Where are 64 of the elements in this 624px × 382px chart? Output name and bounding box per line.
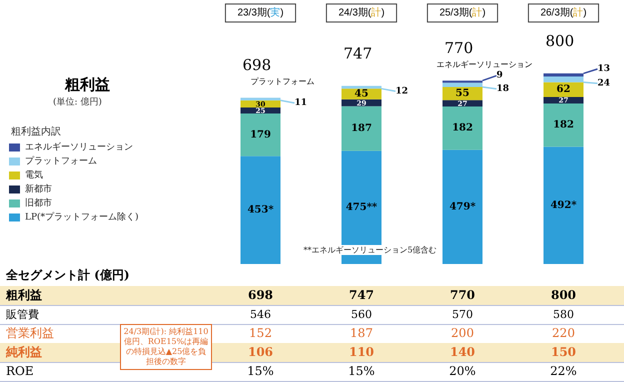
text: 770	[450, 288, 476, 303]
text: 110	[348, 345, 374, 360]
text: 純利益	[6, 345, 42, 360]
data-label: 45	[354, 88, 368, 100]
x-tick-label: 26/3期(計)	[540, 6, 587, 18]
legend-title: 粗利益内訳	[11, 126, 61, 138]
text: 全セグメント計 (億円)	[6, 268, 130, 283]
text: 150	[550, 345, 576, 360]
legend-label: 電気	[25, 170, 43, 180]
total-label: 698	[242, 56, 272, 74]
data-label: 179	[250, 129, 271, 140]
data-label: 453*	[247, 204, 274, 216]
text: 187	[350, 326, 373, 341]
x-tick-label: 25/3期(計)	[439, 6, 486, 18]
text: 22%	[550, 364, 577, 379]
legend-label: プラットフォーム	[25, 156, 97, 166]
data-label: 13	[598, 64, 610, 74]
text: 15%	[247, 364, 274, 379]
total-label: 747	[344, 44, 372, 62]
text: 152	[249, 326, 272, 341]
text: プラットフォーム	[250, 77, 314, 86]
text: 20%	[449, 364, 476, 379]
text: 200	[451, 326, 474, 341]
data-label: 18	[496, 84, 510, 94]
text: 698	[248, 288, 274, 303]
data-label: 24	[598, 78, 610, 88]
data-label: 187	[351, 123, 372, 134]
text: 24/3期(計): 純利益110億円、ROE15%は再編の特損見込▲25億を負担後の数字	[120, 324, 212, 370]
legend-label: エネルギーソリューション	[25, 142, 133, 152]
total-label: 800	[546, 32, 574, 50]
x-tick-label: 23/3期(実)	[237, 6, 284, 18]
text: 580	[553, 307, 574, 322]
text: ROE	[6, 364, 34, 379]
data-label: 55	[456, 88, 470, 100]
text: 15%	[348, 364, 375, 379]
legend-label: 新都市	[25, 184, 52, 194]
x-tick-label: 24/3期(計)	[338, 6, 385, 18]
text: 570	[452, 307, 473, 322]
text: 106	[248, 345, 274, 360]
data-label: 475**	[346, 202, 378, 213]
text: 140	[450, 345, 476, 360]
text: 747	[348, 288, 374, 303]
data-label: 12	[396, 86, 408, 96]
data-label: 492*	[550, 200, 578, 211]
text: エネルギーソリューション	[436, 60, 532, 70]
data-label: 182	[553, 120, 574, 131]
text: (単位: 億円)	[53, 96, 102, 108]
text: 粗利益	[64, 76, 110, 94]
legend-label: LP(*プラットフォーム除く)	[25, 212, 139, 222]
annotation: **エネルギーソリューション5億含む	[304, 245, 437, 254]
data-label: 62	[556, 84, 570, 96]
text: 800	[550, 288, 576, 303]
text: 560	[351, 307, 372, 322]
text: 546	[250, 307, 271, 322]
text: 営業利益	[6, 326, 54, 341]
data-label: 479*	[449, 201, 476, 212]
data-label: 11	[294, 98, 308, 108]
text: 販管費	[6, 307, 39, 322]
text: 220	[552, 326, 575, 341]
text: 粗利益	[6, 288, 42, 303]
total-label: 770	[444, 39, 474, 58]
data-label: 182	[452, 122, 473, 134]
legend-label: 旧都市	[25, 198, 52, 208]
data-label: 9	[496, 70, 503, 81]
